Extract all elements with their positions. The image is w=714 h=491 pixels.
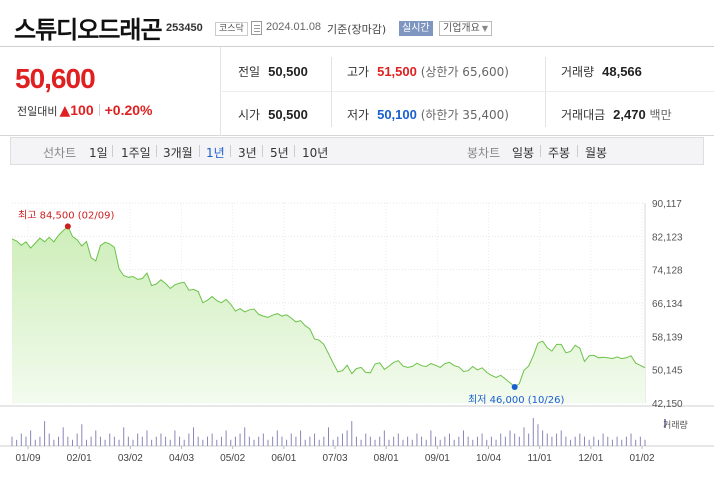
stock-code: 253450 [166,22,203,34]
low-marker [511,383,518,390]
stat-value: 51,500 [377,64,417,79]
triangle-up-icon: ▲ [59,103,71,119]
chevron-down-icon: ▼ [481,24,488,33]
period-1d[interactable]: 1일 [89,146,108,160]
stat-value: 48,566 [602,64,642,79]
x-tick-label: 03/02 [118,453,143,464]
stat-label: 거래량 [561,65,595,79]
stat-low: 저가 50,100 (하한가 35,400) [347,106,509,123]
quote-date: 2024.01.08 [266,21,322,33]
stat-high: 고가 51,500 (상한가 65,600) [347,63,509,80]
x-tick-label: 12/01 [578,453,603,464]
price-panel: 50,600 전일대비 ▲100 +0.20% 전일 50,500 시가 50,500 … [0,46,714,136]
stat-prev-close: 전일 50,500 [238,63,308,80]
stat-label: 시가 [238,108,261,122]
period-bar: 선차트 1일 1주일 3개월 1년 3년 5년 10년 봉차트 일봉 주봉 월봉 [10,137,704,165]
lower-limit: (하한가 35,400) [420,108,509,122]
realtime-button[interactable]: 실시간 [399,21,433,36]
upper-limit: (상한가 65,600) [420,65,509,79]
high-annotation: 최고 84,500 (02/09) [18,209,114,221]
low-annotation: 최저 46,000 (10/26) [468,394,564,406]
change-row: 전일대비 ▲100 +0.20% [17,100,153,119]
period-weekly[interactable]: 주봉 [548,146,571,160]
stat-open: 시가 50,500 [238,106,308,123]
change-label: 전일대비 [17,105,58,118]
high-marker [64,223,71,230]
period-1w[interactable]: 1주일 [121,146,151,160]
x-tick-label: 04/03 [169,453,194,464]
stat-amount: 거래대금 2,470 백만 [561,106,672,123]
period-divider [294,145,295,157]
stat-volume: 거래량 48,566 [561,63,642,80]
stat-value: 50,100 [377,107,417,122]
stat-value: 2,470 [613,107,646,122]
stat-value: 50,500 [268,64,308,79]
y-axis: 90,117 82,123 74,128 66,134 58,139 50,145 42,1… [652,199,683,410]
quote-basis: 기준(장마감) [327,23,387,36]
y-tick-label: 90,117 [652,199,682,210]
stats-divider [331,57,332,127]
company-overview-button[interactable]: 기업개요 ▼ [439,21,492,36]
period-divider [577,145,578,157]
period-divider [262,145,263,157]
x-tick-label: 06/01 [271,453,296,464]
stat-value: 50,500 [268,107,308,122]
volume-label: 거래량 [663,419,688,431]
x-tick-label: 11/01 [528,453,553,464]
x-tick-label: 10/04 [476,453,501,464]
current-price-box: 50,600 전일대비 ▲100 +0.20% [0,47,221,136]
period-divider [112,145,113,157]
current-price: 50,600 [15,63,96,94]
stats-divider [545,57,546,127]
y-tick-label: 42,150 [652,399,683,410]
chart-annotations: 최고 84,500 (02/09) 최저 46,000 (10/26) [18,209,564,406]
change-percent: +0.20% [104,102,153,118]
period-daily[interactable]: 일봉 [512,146,535,160]
change-divider [98,104,100,116]
stock-title: 스튜디오드래곤 [14,16,163,44]
y-tick-label: 50,145 [652,366,683,377]
x-tick-label: 05/02 [220,453,245,464]
x-tick-label: 01/02 [629,453,654,464]
price-area [12,226,645,403]
period-3y[interactable]: 3년 [238,146,257,160]
x-tick-label: 08/01 [374,453,399,464]
x-tick-label: 01/09 [15,453,40,464]
period-10y[interactable]: 10년 [302,146,329,160]
change-value: 100 [70,102,94,118]
stat-label: 거래대금 [561,108,606,122]
x-axis: 01/09 02/01 03/02 04/03 05/02 06/01 07/03 08/01… [15,446,655,464]
line-chart-caption: 선차트 [43,146,77,160]
x-tick-label: 07/03 [322,453,347,464]
x-tick-label: 09/01 [425,453,450,464]
period-divider [156,145,157,157]
price-line [11,225,646,388]
x-tick-label: 02/01 [67,453,92,464]
stock-header: 스튜디오드래곤 253450 코스닥 2024.01.08 기준(장마감) 실시… [0,0,714,46]
stats-row-divider [222,91,714,92]
period-1y[interactable]: 1년 [206,146,225,160]
y-tick-label: 82,123 [652,232,683,243]
candle-chart-caption: 봉차트 [467,146,501,160]
stat-label: 고가 [347,65,370,79]
stat-unit: 백만 [649,108,672,122]
stat-label: 전일 [238,65,261,79]
period-3m[interactable]: 3개월 [163,146,193,160]
y-tick-label: 58,139 [652,332,683,343]
market-badge: 코스닥 [215,22,248,36]
period-divider [199,145,200,157]
y-tick-label: 66,134 [652,299,683,310]
calendar-icon [251,21,262,35]
period-divider [230,145,231,157]
volume-chart [0,418,714,447]
company-overview-label: 기업개요 [443,23,480,34]
period-monthly[interactable]: 월봉 [585,146,608,160]
period-5y[interactable]: 5년 [270,146,289,160]
stat-label: 저가 [347,108,370,122]
y-tick-label: 74,128 [652,266,683,277]
period-divider [540,145,541,157]
price-chart: 90,117 82,123 74,128 66,134 58,139 50,145 42,1… [0,199,714,464]
